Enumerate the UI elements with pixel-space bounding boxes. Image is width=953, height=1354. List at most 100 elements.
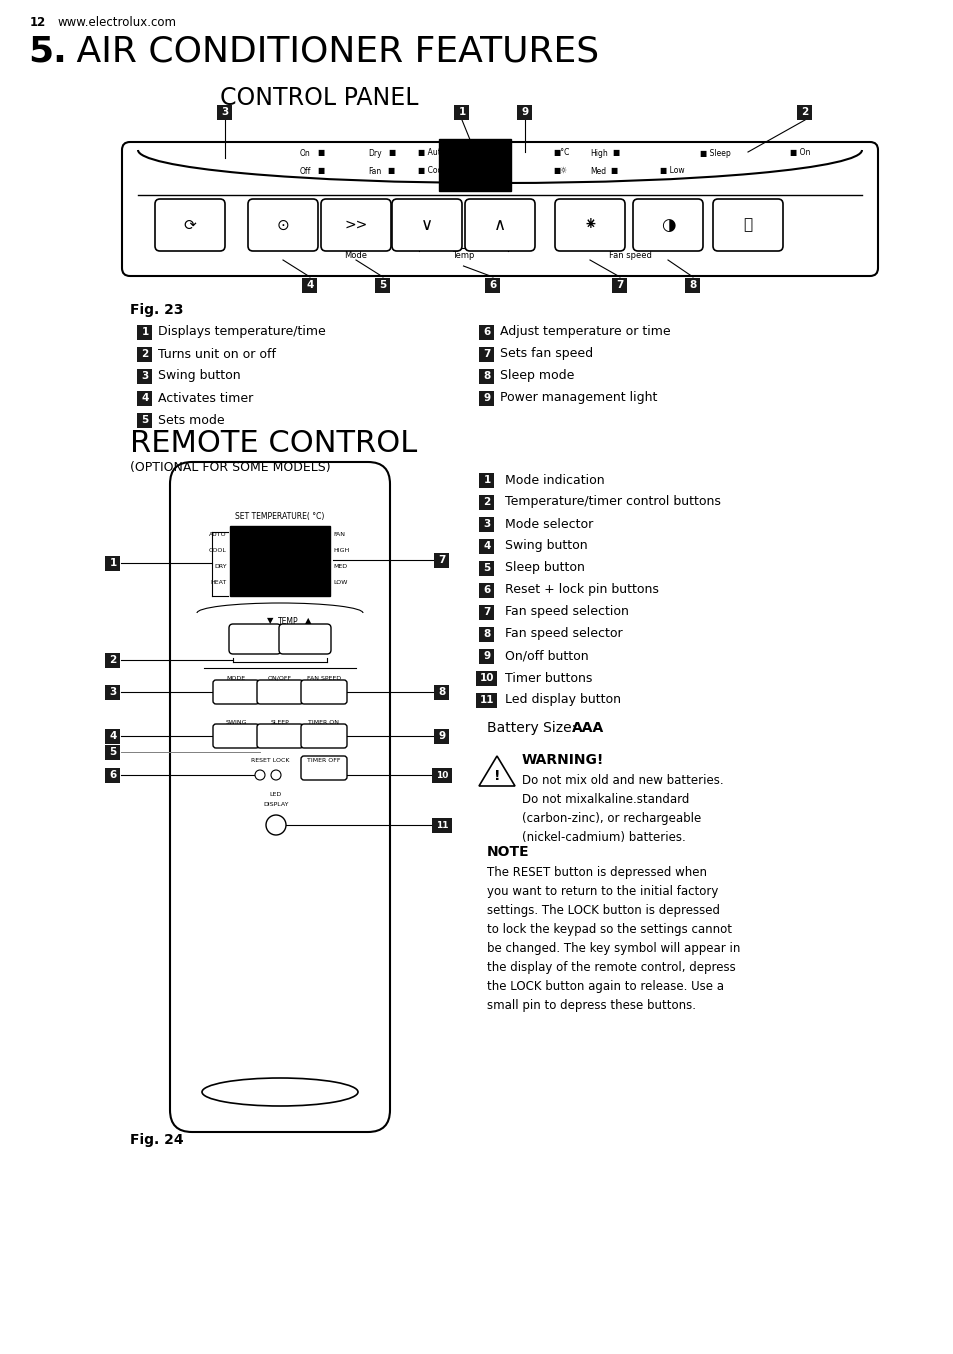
Text: MED: MED <box>333 563 347 569</box>
Text: 5: 5 <box>141 414 149 425</box>
Text: ■ On: ■ On <box>789 149 809 157</box>
FancyBboxPatch shape <box>320 199 391 250</box>
FancyBboxPatch shape <box>106 555 120 570</box>
Text: Off: Off <box>299 167 311 176</box>
FancyBboxPatch shape <box>170 462 390 1132</box>
FancyBboxPatch shape <box>213 680 258 704</box>
FancyBboxPatch shape <box>137 347 152 362</box>
Text: 7: 7 <box>437 555 445 565</box>
Text: ■ Low: ■ Low <box>659 167 684 176</box>
Text: 1: 1 <box>457 107 465 116</box>
Circle shape <box>254 770 265 780</box>
FancyBboxPatch shape <box>479 649 494 663</box>
FancyBboxPatch shape <box>432 768 452 783</box>
Text: 5: 5 <box>110 747 116 757</box>
Text: 6: 6 <box>483 328 490 337</box>
FancyBboxPatch shape <box>106 653 120 668</box>
Text: Displays temperature/time: Displays temperature/time <box>158 325 325 338</box>
FancyBboxPatch shape <box>479 516 494 532</box>
FancyBboxPatch shape <box>479 494 494 509</box>
Text: AAA: AAA <box>572 720 603 735</box>
Text: 4: 4 <box>483 542 490 551</box>
Text: TIMER ON: TIMER ON <box>308 719 339 724</box>
Text: ∧: ∧ <box>494 217 505 234</box>
Text: Do not mix old and new batteries.
Do not mixalkaline.standard
(carbon-zinc), or : Do not mix old and new batteries. Do not… <box>521 774 723 844</box>
Text: ⏻: ⏻ <box>742 218 752 233</box>
Text: 4: 4 <box>141 393 149 403</box>
Text: 4: 4 <box>306 280 314 290</box>
FancyBboxPatch shape <box>137 413 152 428</box>
FancyBboxPatch shape <box>712 199 782 250</box>
FancyBboxPatch shape <box>137 325 152 340</box>
Text: 7: 7 <box>616 280 623 290</box>
Text: TIMER OFF: TIMER OFF <box>307 757 340 762</box>
Text: ■: ■ <box>316 149 324 157</box>
FancyBboxPatch shape <box>229 624 281 654</box>
Text: ◑: ◑ <box>660 217 675 234</box>
Text: REMOTE CONTROL: REMOTE CONTROL <box>130 429 416 459</box>
Text: Temperature/timer control buttons: Temperature/timer control buttons <box>504 496 720 509</box>
Text: 1: 1 <box>110 558 116 567</box>
Text: 2: 2 <box>110 655 116 665</box>
FancyBboxPatch shape <box>301 756 347 780</box>
Text: 8: 8 <box>483 630 490 639</box>
Text: Dry: Dry <box>368 149 381 157</box>
Text: ⁕: ⁕ <box>582 217 597 234</box>
FancyBboxPatch shape <box>432 818 452 833</box>
Text: (OPTIONAL FOR SOME MODELS): (OPTIONAL FOR SOME MODELS) <box>130 462 331 474</box>
FancyBboxPatch shape <box>301 724 347 747</box>
Text: HIGH: HIGH <box>333 547 349 552</box>
FancyBboxPatch shape <box>434 552 449 567</box>
FancyBboxPatch shape <box>137 390 152 405</box>
Text: Fan speed: Fan speed <box>608 250 651 260</box>
FancyBboxPatch shape <box>217 104 233 119</box>
Text: 9: 9 <box>483 651 490 661</box>
FancyBboxPatch shape <box>633 199 702 250</box>
Text: 6: 6 <box>110 770 116 780</box>
Text: Fan: Fan <box>368 167 381 176</box>
FancyBboxPatch shape <box>256 680 303 704</box>
Text: Med: Med <box>589 167 605 176</box>
FancyBboxPatch shape <box>476 692 497 708</box>
Text: Sets mode: Sets mode <box>158 413 224 427</box>
Text: 11: 11 <box>479 695 494 705</box>
FancyBboxPatch shape <box>479 473 494 487</box>
FancyBboxPatch shape <box>106 685 120 700</box>
Text: 6: 6 <box>483 585 490 594</box>
FancyBboxPatch shape <box>375 278 390 292</box>
Text: 11: 11 <box>436 821 448 830</box>
FancyBboxPatch shape <box>685 278 700 292</box>
Text: Turns unit on or off: Turns unit on or off <box>158 348 275 360</box>
Text: ∨: ∨ <box>420 217 433 234</box>
Text: Swing button: Swing button <box>504 539 587 552</box>
Text: The RESET button is depressed when
you want to return to the initial factory
set: The RESET button is depressed when you w… <box>486 867 740 1011</box>
Text: ■☼: ■☼ <box>553 167 566 176</box>
FancyBboxPatch shape <box>454 104 469 119</box>
Text: 5.: 5. <box>28 35 67 69</box>
Text: ON/OFF: ON/OFF <box>268 676 292 681</box>
FancyBboxPatch shape <box>485 278 500 292</box>
Text: Timer buttons: Timer buttons <box>504 672 592 685</box>
Text: DRY: DRY <box>214 563 227 569</box>
Text: Fan speed selection: Fan speed selection <box>504 605 628 619</box>
Text: 2: 2 <box>483 497 490 506</box>
Text: 2: 2 <box>801 107 808 116</box>
Text: 8: 8 <box>438 686 445 697</box>
FancyBboxPatch shape <box>154 199 225 250</box>
Text: Fan speed selector: Fan speed selector <box>504 627 622 640</box>
Text: Mode indication: Mode indication <box>504 474 604 486</box>
Text: ■°C: ■°C <box>553 149 569 157</box>
Text: SET TEMPERATURE( °C): SET TEMPERATURE( °C) <box>235 512 324 520</box>
Text: 7: 7 <box>483 607 490 617</box>
FancyBboxPatch shape <box>479 368 494 383</box>
FancyBboxPatch shape <box>106 745 120 760</box>
Text: FAN: FAN <box>333 532 345 536</box>
Text: FAN SPEED: FAN SPEED <box>307 676 341 681</box>
Circle shape <box>266 815 286 835</box>
Text: ■: ■ <box>609 167 617 176</box>
FancyBboxPatch shape <box>106 768 120 783</box>
FancyBboxPatch shape <box>517 104 532 119</box>
Text: !: ! <box>494 769 499 783</box>
Text: RESET LOCK: RESET LOCK <box>251 757 289 762</box>
Text: 10: 10 <box>479 673 494 682</box>
